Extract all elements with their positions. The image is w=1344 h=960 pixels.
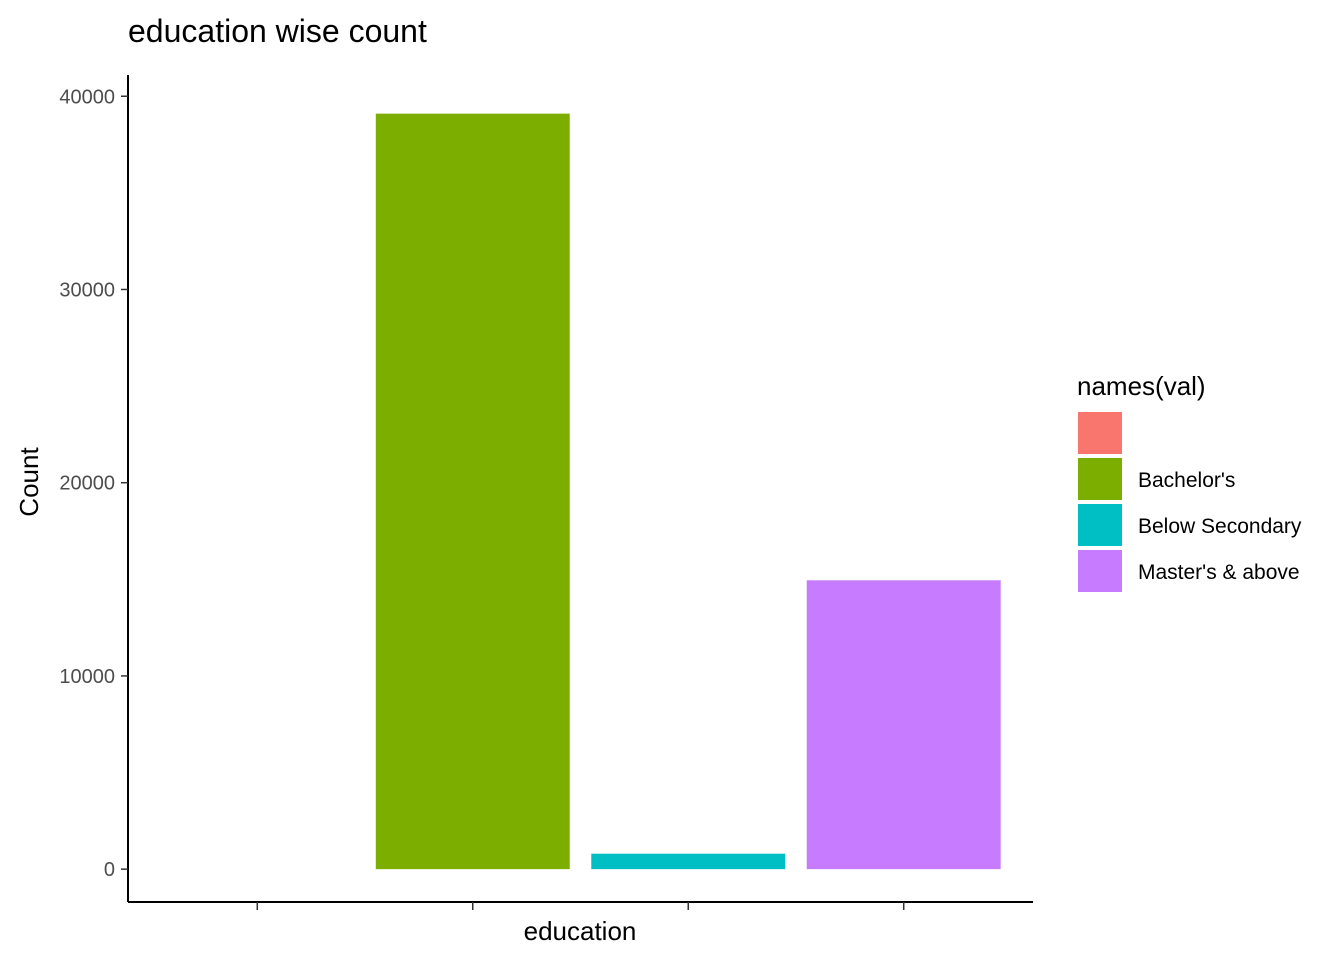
x-axis-title: education — [524, 916, 637, 946]
bar-1 — [375, 113, 570, 870]
legend-key-0 — [1078, 412, 1122, 454]
legend-label-1: Bachelor's — [1138, 469, 1235, 492]
legend: names(val) Bachelor's Below Secondary Mast… — [1077, 371, 1302, 592]
legend-key-3 — [1078, 550, 1122, 592]
y-tick-label-3: 30000 — [59, 279, 115, 301]
y-axis-title: Count — [14, 447, 44, 517]
legend-title: names(val) — [1077, 371, 1206, 401]
bar-2 — [591, 853, 786, 870]
legend-label-2: Below Secondary — [1138, 515, 1302, 538]
legend-key-2 — [1078, 504, 1122, 546]
bars-group — [375, 113, 1001, 870]
y-tick-label-1: 10000 — [59, 666, 115, 688]
y-tick-label-0: 0 — [104, 859, 115, 881]
x-ticks-group — [256, 902, 905, 910]
legend-label-3: Master's & above — [1138, 561, 1300, 584]
y-tick-label-2: 20000 — [59, 473, 115, 495]
chart-title: education wise count — [128, 13, 427, 49]
bar-3 — [806, 580, 1001, 870]
legend-key-1 — [1078, 458, 1122, 500]
legend-items: Bachelor's Below Secondary Master's & abov… — [1078, 412, 1302, 592]
y-tick-label-4: 40000 — [59, 86, 115, 108]
y-ticks-group: 0 10000 20000 30000 40000 — [59, 86, 128, 881]
